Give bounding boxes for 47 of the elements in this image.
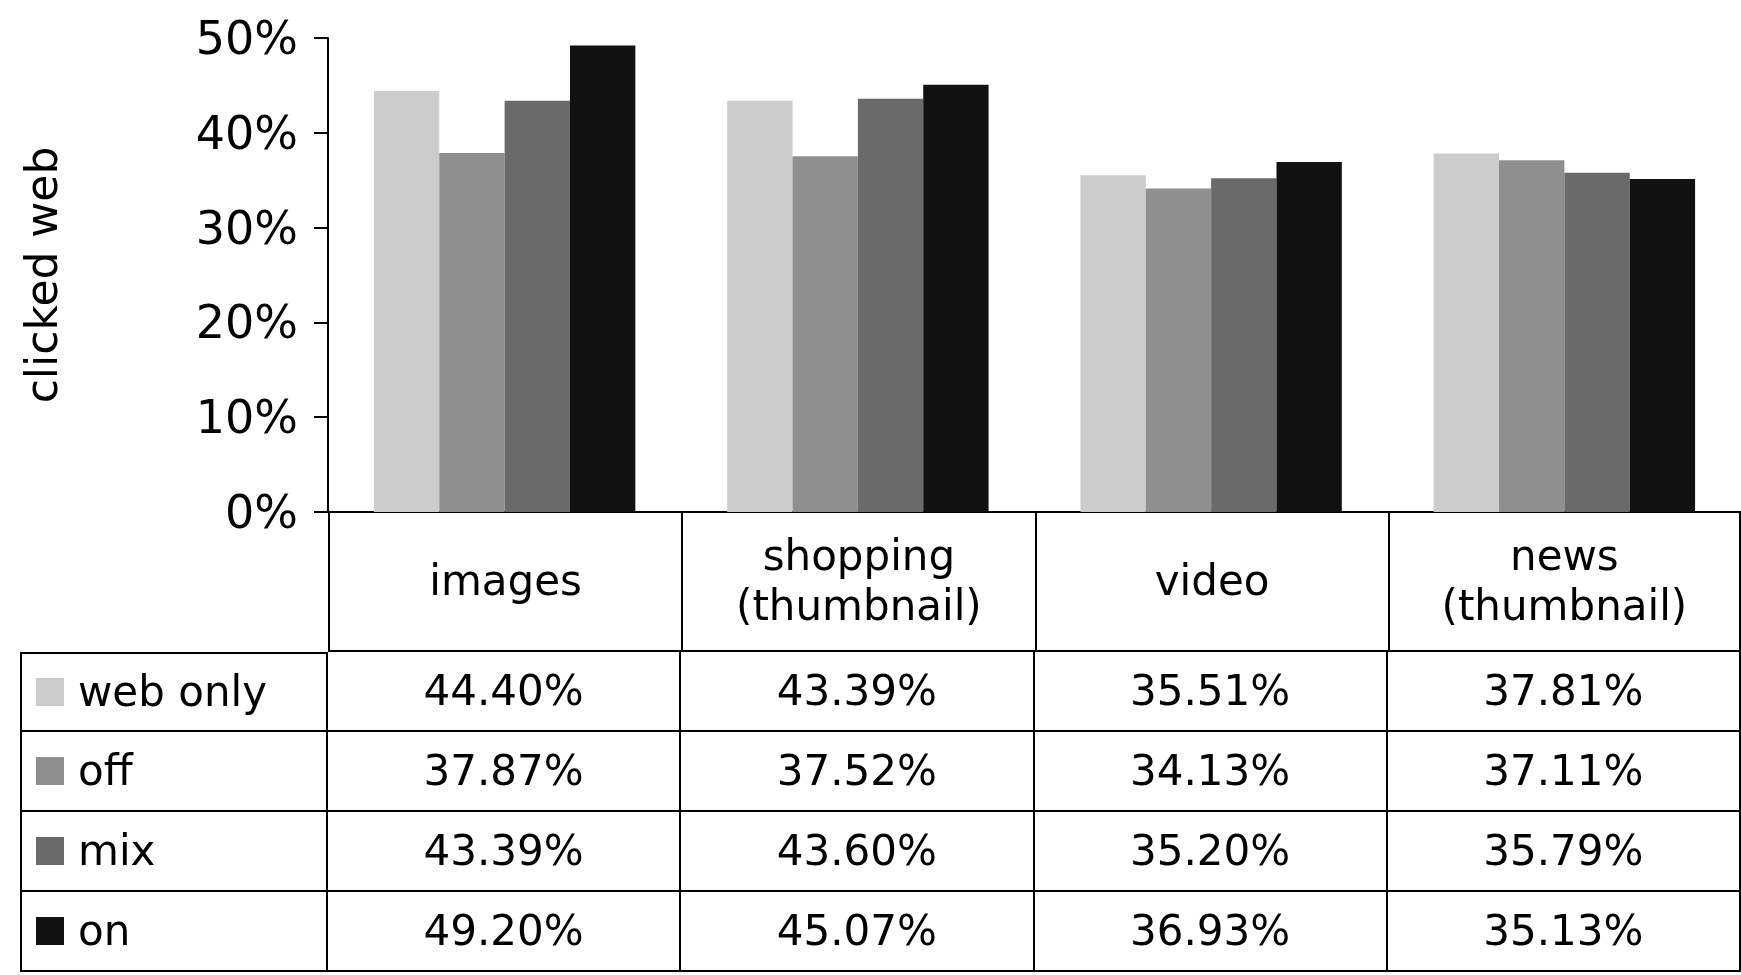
bar [1629,178,1696,512]
legend-label: mix [78,825,156,877]
legend-label: off [78,745,133,797]
bar [439,152,505,512]
bar [1211,178,1277,512]
bar [504,100,570,512]
bar [1080,175,1146,512]
x-tick-label: shopping (thumbnail) [681,512,1035,652]
data-label: 34.13% [1034,732,1388,812]
bar [1276,161,1342,512]
data-label: 37.11% [1387,732,1741,812]
data-label: 36.93% [1034,892,1388,972]
data-label: 43.39% [681,652,1035,732]
y-tick-label: 20% [195,295,298,350]
legend-label: web only [78,666,268,718]
y-tick-label: 0% [225,485,298,539]
data-label: 37.52% [681,732,1035,812]
x-tick-label: news (thumbnail) [1387,512,1741,652]
bar [1145,188,1212,512]
bar [792,156,858,512]
x-tick-label: images [328,512,682,652]
data-label: 35.20% [1034,812,1388,892]
data-label: 43.60% [681,812,1035,892]
bar [1499,160,1565,512]
bar [923,84,989,512]
data-label: 43.39% [328,812,682,892]
bar [1433,153,1500,512]
data-label: 44.40% [328,652,682,732]
bar [373,91,440,512]
data-label: 37.81% [1387,652,1741,732]
bar [1564,172,1630,512]
y-tick-label: 40% [195,105,298,160]
data-label: 45.07% [681,892,1035,972]
bar [569,45,636,512]
y-tick-label: 10% [195,390,298,445]
bar [727,100,793,512]
y-axis-title: clicked web [15,146,67,404]
data-label: 35.13% [1387,892,1741,972]
data-label: 49.20% [328,892,682,972]
bar [857,98,924,512]
x-tick-label: video [1034,512,1388,652]
data-label: 37.87% [328,732,682,812]
y-tick-label: 30% [195,200,298,255]
data-label: 35.51% [1034,652,1388,732]
legend-label: on [78,905,131,957]
y-tick-label: 50% [195,11,298,65]
data-label: 35.79% [1387,812,1741,892]
